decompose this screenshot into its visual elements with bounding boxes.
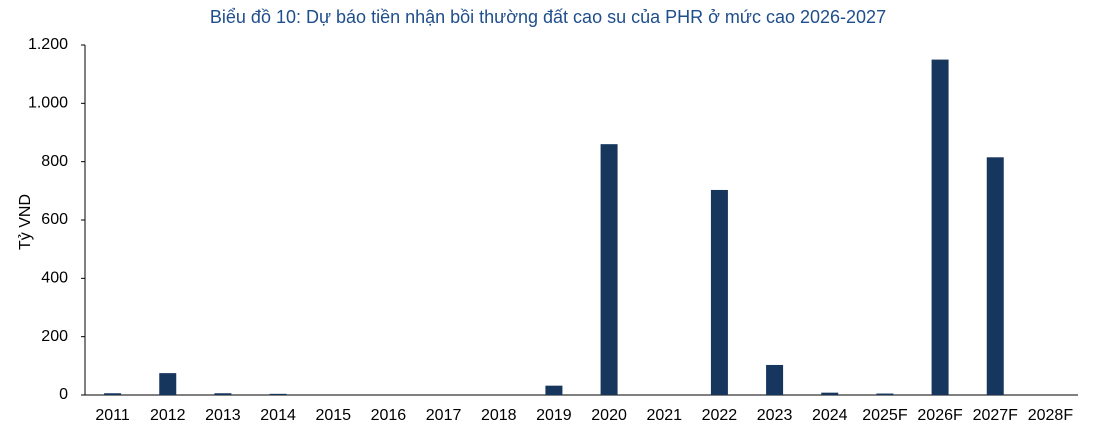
x-tick-label: 2022 <box>702 407 738 424</box>
x-tick-label: 2015 <box>315 407 351 424</box>
bar <box>600 144 618 395</box>
bar <box>214 393 232 395</box>
y-tick-label: 0 <box>59 386 68 403</box>
bar <box>104 393 122 395</box>
y-tick-label: 1.000 <box>28 95 68 112</box>
x-tick-label: 2023 <box>757 407 793 424</box>
bar <box>545 385 563 395</box>
bar <box>876 393 894 395</box>
x-tick-label: 2019 <box>536 407 572 424</box>
y-tick-label: 800 <box>41 153 68 170</box>
x-tick-label: 2018 <box>481 407 517 424</box>
x-tick-label: 2017 <box>426 407 462 424</box>
y-tick-label: 600 <box>41 211 68 228</box>
x-tick-label: 2028F <box>1028 407 1074 424</box>
x-tick-label: 2026F <box>917 407 963 424</box>
x-tick-label: 2021 <box>646 407 682 424</box>
bar <box>159 373 177 395</box>
chart-title: Biểu đồ 10: Dự báo tiền nhận bồi thường … <box>210 7 886 27</box>
x-tick-label: 2014 <box>260 407 296 424</box>
y-tick-label: 200 <box>41 328 68 345</box>
x-tick-label: 2024 <box>812 407 848 424</box>
bar <box>821 392 839 395</box>
bar <box>931 59 949 395</box>
bar <box>710 189 728 395</box>
x-tick-label: 2020 <box>591 407 627 424</box>
y-tick-label: 400 <box>41 270 68 287</box>
x-tick-label: 2025F <box>862 407 908 424</box>
x-tick-label: 2012 <box>150 407 186 424</box>
x-tick-label: 2013 <box>205 407 241 424</box>
x-tick-label: 2011 <box>95 407 130 424</box>
x-tick-label: 2016 <box>371 407 407 424</box>
bar <box>986 157 1004 395</box>
x-tick-label: 2027F <box>973 407 1019 424</box>
bar <box>766 364 784 395</box>
bar <box>269 393 287 395</box>
y-tick-label: 1.200 <box>28 36 68 53</box>
y-axis-label: Tỷ VND <box>17 194 34 250</box>
